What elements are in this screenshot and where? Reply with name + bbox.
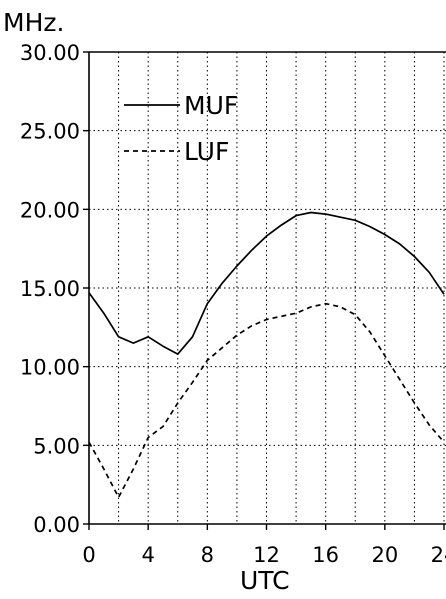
x-tick-label: 20 [371,543,398,567]
y-axis-label: MHz. [3,8,64,37]
x-tick-labels: 0 4 8 12 16 20 24 [82,524,446,567]
legend-label-luf: LUF [184,137,229,166]
grid-lines [89,52,446,524]
y-tick-label: 30.00 [20,41,80,65]
x-tick-label: 8 [201,543,214,567]
y-tick-label: 10.00 [20,356,80,380]
y-tick-label: 20.00 [20,198,80,222]
series-line-muf [88,211,445,355]
x-tick-label: 4 [141,543,154,567]
x-tick-label: 0 [82,543,95,567]
y-tick-label: 0.00 [33,513,80,537]
x-tick-label: 24 [431,543,446,567]
x-tick-label: 12 [253,543,280,567]
y-tick-label: 5.00 [33,434,80,458]
x-tick-label: 16 [312,543,339,567]
x-axis-label: UTC [240,566,290,595]
legend: MUF LUF [124,91,238,166]
y-tick-label: 25.00 [20,120,80,144]
y-tick-label: 15.00 [20,277,80,301]
series-line-luf [88,302,445,499]
axes [88,51,446,525]
legend-label-muf: MUF [184,91,238,120]
y-tick-labels: 0.00 5.00 10.00 15.00 20.00 25.00 30.00 [20,41,89,537]
series-lines [88,211,445,499]
